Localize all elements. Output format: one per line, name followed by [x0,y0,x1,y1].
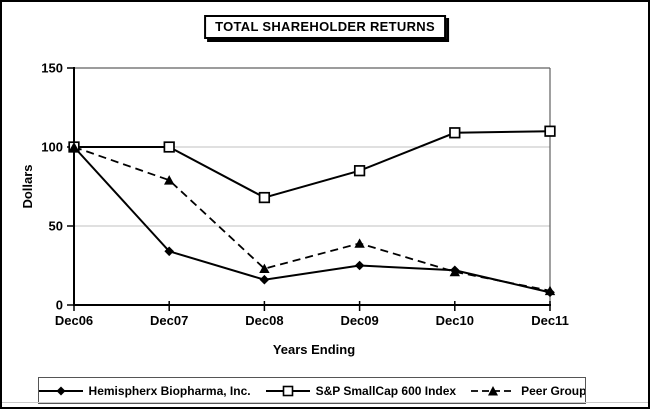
y-axis-title: Dollars [20,164,35,208]
y-tick-label: 100 [41,140,63,155]
data-point-marker [164,175,175,185]
y-tick-label: 150 [41,61,63,76]
data-point-marker [259,274,270,285]
x-tick-label: Dec06 [55,313,93,328]
x-tick-label: Dec11 [531,313,569,328]
series-line [73,146,551,292]
data-point-marker [68,142,80,152]
data-point-marker [164,246,174,257]
chart-title: TOTAL SHAREHOLDER RETURNS [204,15,446,39]
triangle-legend-marker-icon [471,385,516,395]
bottom-divider [2,402,648,403]
legend-item: Hemispherx Biopharma, Inc. [39,383,251,398]
legend-item-label: Hemispherx Biopharma, Inc. [88,383,251,398]
y-tick-label: 50 [49,219,63,234]
data-point-marker [449,127,461,139]
data-point-marker [163,141,175,153]
series-line [73,146,551,294]
legend-item: Peer Group [470,383,586,398]
data-point-marker [544,285,556,296]
data-point-marker [354,238,365,248]
legend: Hemispherx Biopharma, Inc. S&P SmallCap 6… [38,377,586,404]
x-axis-title: Years Ending [273,342,355,357]
data-point-marker [258,191,271,204]
legend-item: S&P SmallCap 600 Index [265,383,457,398]
x-tick-label: Dec07 [150,313,188,328]
data-point-marker [259,263,270,274]
data-point-marker [353,165,366,177]
series-line [74,130,551,199]
legend-item-label: S&P SmallCap 600 Index [315,383,457,398]
x-tick-label: Dec10 [436,313,474,328]
legend-item-label: Peer Group [521,383,586,398]
y-tick-label: 0 [56,298,63,313]
square-legend-marker-icon [265,385,310,396]
data-point-marker [544,125,556,137]
x-tick-label: Dec09 [340,313,378,328]
data-point-marker [449,266,460,277]
diamond-legend-marker-icon [39,386,83,395]
line-chart-plot: 0 50 100 150 Dec06 Dec07 Dec08 Dec09 Dec10 Dec11 D… [20,61,569,358]
data-point-marker [354,260,365,271]
x-tick-label: Dec08 [245,313,283,328]
